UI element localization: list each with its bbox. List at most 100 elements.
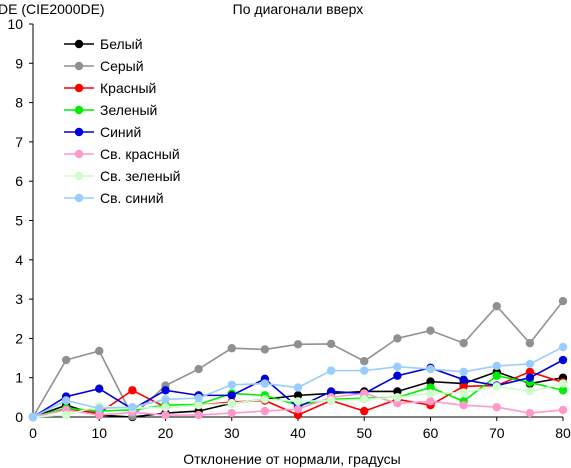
data-point bbox=[525, 387, 535, 396]
legend-item: Серый bbox=[64, 58, 144, 74]
data-point bbox=[393, 393, 402, 402]
data-point bbox=[293, 383, 303, 392]
data-point bbox=[492, 361, 501, 371]
data-point bbox=[525, 359, 535, 369]
x-tick-label: 50 bbox=[356, 425, 372, 441]
y-tick-label: 4 bbox=[15, 252, 23, 268]
data-point bbox=[393, 371, 402, 380]
x-tick-label: 20 bbox=[158, 425, 174, 441]
data-point bbox=[558, 355, 568, 365]
data-point bbox=[326, 387, 336, 396]
data-point bbox=[260, 379, 270, 388]
data-point bbox=[95, 384, 104, 393]
legend-item: Красный bbox=[64, 80, 156, 96]
data-point bbox=[525, 367, 535, 377]
data-point bbox=[426, 389, 435, 398]
data-point bbox=[194, 393, 203, 403]
data-point bbox=[558, 342, 568, 352]
data-point bbox=[426, 377, 435, 386]
data-point bbox=[360, 356, 369, 366]
legend-swatch-marker bbox=[74, 61, 84, 71]
legend-label: Синий bbox=[100, 124, 141, 140]
data-point bbox=[525, 408, 535, 418]
x-tick-label: 40 bbox=[290, 425, 306, 441]
y-tick-label: 3 bbox=[15, 291, 23, 307]
legend-label: Св. красный bbox=[100, 146, 180, 162]
data-point bbox=[492, 371, 501, 380]
legend-item: Св. зеленый bbox=[64, 168, 180, 184]
legend-label: Св. синий bbox=[100, 190, 164, 206]
data-point bbox=[360, 366, 369, 375]
legend-swatch-marker bbox=[74, 83, 84, 93]
y-tick-label: 2 bbox=[15, 330, 23, 346]
data-point bbox=[28, 412, 38, 422]
y-tick-label: 8 bbox=[15, 95, 23, 111]
data-point bbox=[95, 404, 104, 413]
data-point bbox=[525, 373, 535, 382]
data-point bbox=[260, 406, 270, 416]
legend-swatch-marker bbox=[74, 171, 84, 181]
data-point bbox=[426, 397, 435, 406]
data-point bbox=[525, 338, 535, 348]
data-point bbox=[161, 395, 170, 404]
legend-item: Св. синий bbox=[64, 190, 164, 206]
data-point bbox=[426, 364, 435, 374]
y-tick-label: 5 bbox=[15, 213, 23, 229]
x-tick-label: 10 bbox=[91, 425, 107, 441]
axes: 0 1 2 3 4 5 6 7 8 9 10 0 10 20 30 40 50 60 70 80 bbox=[7, 16, 571, 441]
data-point bbox=[558, 386, 568, 395]
data-point bbox=[293, 397, 303, 406]
y-tick-label: 0 bbox=[15, 409, 23, 425]
data-point bbox=[326, 366, 336, 375]
legend-swatch-marker bbox=[74, 149, 84, 159]
legend-swatch-marker bbox=[74, 127, 84, 137]
data-point bbox=[161, 386, 170, 395]
data-point bbox=[393, 399, 402, 408]
chart-title: По диагонали вверх bbox=[233, 1, 364, 17]
series-layer bbox=[28, 296, 568, 422]
data-point bbox=[293, 391, 303, 400]
data-point bbox=[260, 395, 270, 404]
data-point bbox=[426, 326, 435, 335]
data-point bbox=[360, 395, 369, 404]
series-8 bbox=[28, 342, 568, 422]
legend-label: Белый bbox=[100, 36, 143, 52]
data-point bbox=[293, 404, 303, 414]
data-point bbox=[61, 355, 71, 365]
legend-label: Зеленый bbox=[100, 102, 157, 118]
data-point bbox=[61, 410, 71, 420]
y-tick-label: 9 bbox=[15, 55, 23, 71]
data-point bbox=[393, 362, 402, 371]
y-tick-label: 10 bbox=[7, 16, 23, 32]
data-point bbox=[459, 388, 468, 397]
data-point bbox=[459, 382, 468, 391]
data-point bbox=[194, 401, 203, 410]
data-point bbox=[128, 402, 137, 412]
data-point bbox=[128, 386, 137, 395]
data-point bbox=[558, 405, 568, 415]
data-point bbox=[393, 387, 402, 396]
x-tick-label: 0 bbox=[29, 425, 37, 441]
y-tick-label: 1 bbox=[15, 370, 23, 386]
data-point bbox=[459, 375, 468, 384]
data-point bbox=[95, 410, 104, 420]
x-axis-label: Отклонение от нормали, градусы bbox=[183, 451, 400, 467]
data-point bbox=[326, 396, 336, 405]
legend-label: Св. зеленый bbox=[100, 168, 180, 184]
y-tick-label: 7 bbox=[15, 134, 23, 150]
data-point bbox=[492, 301, 501, 311]
legend-label: Серый bbox=[100, 58, 144, 74]
x-tick-label: 30 bbox=[224, 425, 240, 441]
data-point bbox=[227, 380, 236, 389]
legend-label: Красный bbox=[100, 80, 156, 96]
data-point bbox=[194, 410, 203, 420]
data-point bbox=[360, 389, 369, 398]
data-point bbox=[227, 408, 236, 418]
data-point bbox=[360, 406, 369, 416]
data-point bbox=[194, 364, 203, 374]
y-tick-label: 6 bbox=[15, 173, 23, 189]
data-point bbox=[558, 379, 568, 388]
legend-item: Св. красный bbox=[64, 146, 180, 162]
x-tick-label: 60 bbox=[423, 425, 439, 441]
